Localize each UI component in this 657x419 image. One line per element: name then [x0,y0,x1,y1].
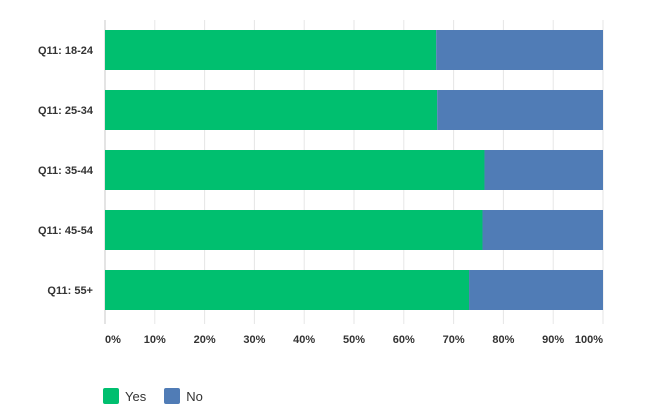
x-tick-label: 100% [575,334,603,346]
x-tick-label: 20% [194,334,216,346]
category-label: Q11: 18-24 [38,45,94,57]
legend-swatch-yes [103,388,119,404]
category-label: Q11: 45-54 [38,225,94,237]
category-labels: Q11: 18-24 Q11: 25-34 Q11: 35-44 Q11: 45-54… [38,45,94,297]
bars [105,30,603,310]
x-tick-label: 30% [243,334,265,346]
x-tick-label: 0% [105,334,121,346]
x-tick-label: 90% [542,334,564,346]
bar-no-0[interactable] [436,30,603,70]
bar-yes-2[interactable] [105,150,485,190]
x-tick-labels: 0% 10% 20% 30% 40% 50% 60% 70% 80% 90% 100% [105,334,603,346]
legend-item-yes[interactable]: Yes [103,388,146,404]
legend-swatch-no [164,388,181,404]
bar-no-3[interactable] [482,210,603,250]
bar-yes-1[interactable] [105,90,438,130]
x-tick-label: 70% [443,334,465,346]
x-tick-label: 60% [393,334,415,346]
category-label: Q11: 55+ [47,285,93,297]
x-tick-label: 40% [293,334,315,346]
bar-no-1[interactable] [437,90,603,130]
x-tick-label: 80% [492,334,514,346]
bar-yes-3[interactable] [105,210,483,250]
x-tick-label: 50% [343,334,365,346]
legend: Yes No [103,388,221,404]
category-label: Q11: 25-34 [38,105,94,117]
bar-yes-0[interactable] [105,30,437,70]
category-label: Q11: 35-44 [38,165,94,177]
x-tick-label: 10% [144,334,166,346]
legend-label-no: No [186,388,203,404]
bar-no-4[interactable] [469,270,603,310]
legend-label-yes: Yes [125,388,147,404]
bar-yes-4[interactable] [105,270,470,310]
bar-no-2[interactable] [484,150,603,190]
legend-item-no[interactable]: No [164,388,203,404]
